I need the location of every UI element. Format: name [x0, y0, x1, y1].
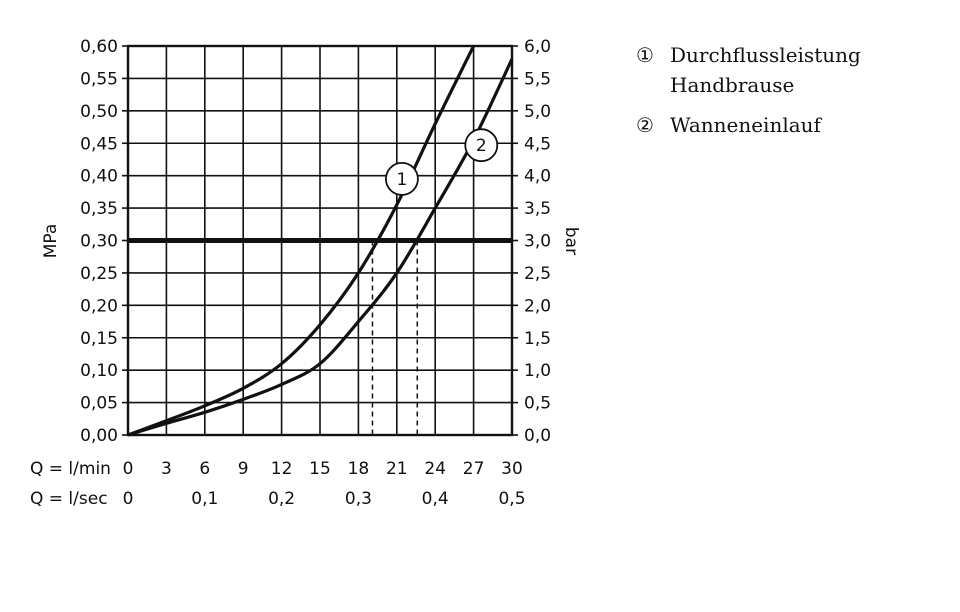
right-tick-label: 4,0 [524, 167, 551, 187]
left-tick-label: 0,60 [80, 37, 118, 57]
x-tick-label-lsec: 0 [123, 489, 134, 509]
left-tick-label: 0,30 [80, 232, 118, 252]
legend-item-1: ① Durchflussleistung Handbrause [636, 40, 861, 100]
right-tick-label: 3,5 [524, 199, 551, 219]
right-tick-label: 6,0 [524, 37, 551, 57]
x-tick-label-lmin: 24 [424, 459, 446, 479]
x-axis-label-lsec: Q = l/sec [30, 489, 108, 509]
left-axis-title: MPa [41, 224, 61, 259]
x-tick-label-lmin: 9 [238, 459, 249, 479]
left-tick-label: 0,15 [80, 329, 118, 349]
curve-marker-label-1: 1 [397, 170, 408, 190]
curve-marker-label-2: 2 [476, 136, 487, 156]
x-tick-label-lmin: 21 [386, 459, 408, 479]
legend-item-2: ② Wanneneinlauf [636, 110, 861, 140]
right-tick-label: 5,5 [524, 69, 551, 89]
left-tick-label: 0,25 [80, 264, 118, 284]
right-tick-label: 0,0 [524, 426, 551, 446]
right-tick-label: 1,5 [524, 329, 551, 349]
left-tick-label: 0,50 [80, 102, 118, 122]
left-tick-label: 0,55 [80, 69, 118, 89]
x-tick-label-lsec: 0,5 [498, 489, 525, 509]
right-tick-label: 1,0 [524, 361, 551, 381]
legend-label-2-line-1: Wanneneinlauf [670, 113, 821, 137]
curve-2 [127, 58, 514, 437]
x-tick-label-lmin: 18 [348, 459, 370, 479]
x-tick-label-lmin: 6 [199, 459, 210, 479]
x-tick-label-lsec: 0,4 [422, 489, 449, 509]
x-tick-label-lsec: 0,3 [345, 489, 372, 509]
right-tick-label: 0,5 [524, 394, 551, 414]
x-tick-label-lmin: 0 [123, 459, 134, 479]
right-tick-label: 2,5 [524, 264, 551, 284]
right-tick-label: 3,0 [524, 232, 551, 252]
left-tick-label: 0,35 [80, 199, 118, 219]
curve-marker-circle-1 [385, 162, 419, 196]
left-tick-label: 0,40 [80, 167, 118, 187]
curve-1 [127, 45, 476, 437]
legend-number-1: ① [636, 43, 654, 67]
left-tick-label: 0,05 [80, 394, 118, 414]
x-axis-label-lmin: Q = l/min [30, 459, 111, 479]
legend: ① Durchflussleistung Handbrause ② Wannen… [636, 40, 861, 150]
legend-label-1-line-1: Durchflussleistung [670, 43, 861, 67]
legend-label-1-line-2: Handbrause [670, 73, 795, 97]
x-tick-label-lsec: 0,2 [268, 489, 295, 509]
x-tick-label-lmin: 12 [271, 459, 293, 479]
right-tick-label: 2,0 [524, 296, 551, 316]
right-tick-label: 5,0 [524, 102, 551, 122]
left-tick-label: 0,45 [80, 134, 118, 154]
right-axis-title: bar [561, 227, 581, 255]
x-tick-label-lmin: 15 [309, 459, 331, 479]
legend-number-2: ② [636, 113, 654, 137]
left-tick-label: 0,00 [80, 426, 118, 446]
x-tick-label-lmin: 27 [463, 459, 485, 479]
right-tick-label: 4,5 [524, 134, 551, 154]
left-tick-label: 0,10 [80, 361, 118, 381]
x-tick-label-lsec: 0,1 [191, 489, 218, 509]
curve-marker-circle-2 [464, 128, 499, 163]
x-tick-label-lmin: 30 [501, 459, 523, 479]
left-tick-label: 0,20 [80, 296, 118, 316]
x-tick-label-lmin: 3 [161, 459, 172, 479]
